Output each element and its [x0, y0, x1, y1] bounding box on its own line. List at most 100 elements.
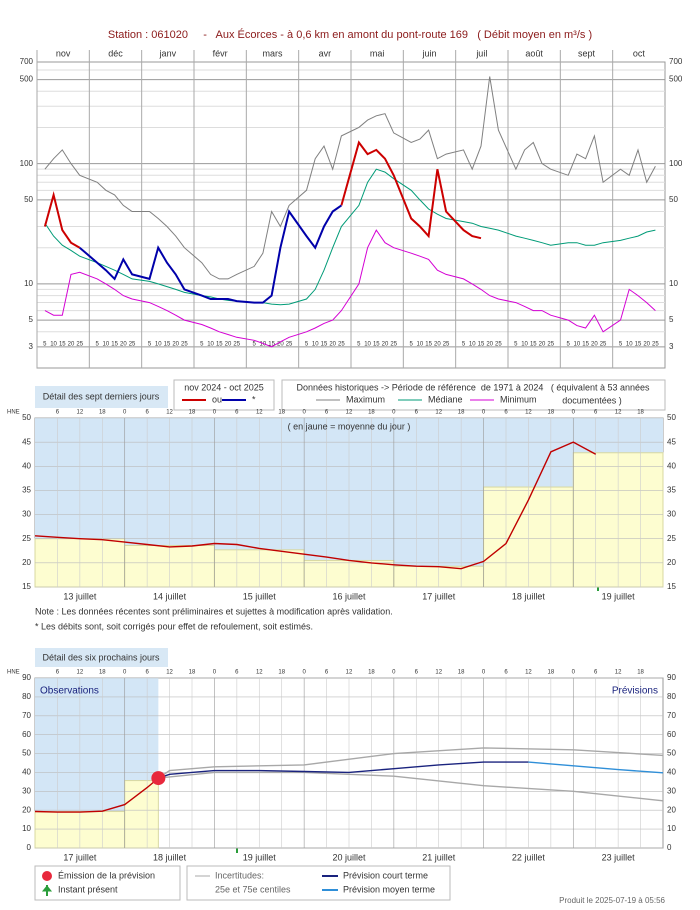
x-tick-label: 17 juillet: [63, 852, 97, 862]
day-tick-label: 15: [216, 342, 223, 348]
series-line: [34, 777, 159, 813]
day-tick-label: 15: [425, 342, 432, 348]
y-tick-label: 30: [22, 786, 31, 795]
x-tick-label: déc: [108, 48, 123, 58]
day-tick-label: 15: [635, 342, 642, 348]
y-tick-label-right: 5: [669, 315, 674, 324]
y-tick-label: 10: [24, 279, 33, 288]
note: * Les débits sont, soit corrigés pour ef…: [35, 621, 313, 631]
y-tick-label: 25: [22, 534, 31, 543]
hour-tick-label: 0: [123, 670, 127, 676]
day-tick-label: 15: [478, 342, 485, 348]
day-tick-label: 5: [200, 342, 204, 348]
hour-tick-label: 12: [77, 410, 84, 416]
y-tick-label: 40: [22, 768, 31, 777]
day-tick-label: 20: [643, 342, 650, 348]
day-tick-label: 15: [373, 342, 380, 348]
y-tick-label-right: 0: [667, 843, 672, 852]
day-tick-label: 5: [96, 342, 100, 348]
panel-label: Détail des sept derniers jours: [43, 391, 160, 401]
hour-tick-label: 6: [415, 670, 419, 676]
y-tick-label: 20: [22, 805, 31, 814]
daily-mean-bar: [124, 780, 159, 849]
hour-tick-label: 0: [302, 670, 306, 676]
day-tick-label: 10: [103, 342, 110, 348]
hour-tick-label: 6: [325, 670, 329, 676]
hour-tick-label: 12: [256, 410, 263, 416]
hour-tick-label: 0: [572, 670, 576, 676]
day-tick-label: 20: [486, 342, 493, 348]
day-tick-label: 20: [277, 342, 284, 348]
day-tick-label: 5: [253, 342, 257, 348]
hour-tick-label: 18: [189, 410, 196, 416]
day-tick-label: 20: [591, 342, 598, 348]
y-tick-label-right: 3: [669, 342, 674, 351]
hour-tick-label: 6: [235, 670, 239, 676]
hour-tick-label: 18: [189, 670, 196, 676]
day-tick-label: 5: [357, 342, 361, 348]
y-tick-label-right: 15: [667, 582, 676, 591]
hour-tick-label: 0: [392, 410, 396, 416]
hour-tick-label: 12: [166, 670, 173, 676]
hour-tick-label: 12: [435, 410, 442, 416]
y-tick-label: 45: [22, 437, 31, 446]
day-tick-label: 5: [43, 342, 47, 348]
hour-tick-label: 0: [482, 410, 486, 416]
day-tick-label: 5: [514, 342, 518, 348]
y-tick-label-right: 60: [667, 730, 676, 739]
hour-tick-label: 0: [482, 670, 486, 676]
y-tick-label-right: 30: [667, 510, 676, 519]
series-line: [158, 761, 529, 779]
hour-tick-label: 0: [572, 410, 576, 416]
hour-tick-label: 0: [213, 410, 217, 416]
y-tick-label: 700: [20, 57, 34, 66]
hour-tick-label: 12: [615, 670, 622, 676]
day-tick-label: 5: [619, 342, 623, 348]
page-title: Station : 061020 - Aux Écorces - à 0,6 k…: [108, 28, 592, 41]
y-tick-label: 50: [22, 749, 31, 758]
hour-tick-label: 18: [458, 410, 465, 416]
day-tick-label: 10: [521, 342, 528, 348]
series-line: [44, 168, 656, 306]
x-tick-label: juil: [475, 48, 487, 58]
legend-box: [173, 379, 275, 411]
day-tick-label: 15: [582, 342, 589, 348]
hour-tick-label: 18: [368, 670, 375, 676]
y-tick-label: 500: [20, 75, 34, 84]
y-tick-label-right: 30: [667, 786, 676, 795]
panel-label-box: [35, 648, 168, 667]
day-tick-label: 25: [286, 342, 293, 348]
x-tick-label: juin: [421, 48, 436, 58]
x-tick-label: août: [525, 48, 543, 58]
legend-label: Prévision court terme: [343, 870, 428, 880]
hour-tick-label: 18: [458, 670, 465, 676]
y-tick-label-right: 20: [667, 558, 676, 567]
legend-label: 25e et 75e centiles: [215, 884, 291, 894]
y-tick-label: 80: [22, 692, 31, 701]
day-tick-label: 15: [111, 342, 118, 348]
hour-tick-label: 18: [637, 670, 644, 676]
y-tick-label-right: 45: [667, 437, 676, 446]
legend-period: nov 2024 - oct 2025: [184, 382, 264, 392]
hour-tick-label: 18: [99, 670, 106, 676]
legend-label: Minimum: [500, 394, 537, 404]
legend-label: Incertitudes:: [215, 870, 264, 880]
x-tick-label: mars: [263, 48, 283, 58]
hour-tick-label: 12: [346, 670, 353, 676]
day-tick-label: 25: [338, 342, 345, 348]
y-tick-label: 100: [20, 159, 34, 168]
legend-reference: documentées ): [562, 395, 622, 405]
day-tick-label: 20: [539, 342, 546, 348]
day-tick-label: 25: [233, 342, 240, 348]
legend-label: Maximum: [346, 394, 385, 404]
x-tick-label: 17 juillet: [422, 591, 456, 601]
legend-box: [34, 865, 181, 901]
day-tick-label: 25: [600, 342, 607, 348]
day-tick-label: 15: [321, 342, 328, 348]
hour-tick-label: 6: [504, 410, 508, 416]
hour-axis-label: HNE: [7, 410, 20, 416]
x-tick-label: 22 juillet: [512, 852, 546, 862]
hour-tick-label: 12: [256, 670, 263, 676]
day-tick-label: 20: [434, 342, 441, 348]
